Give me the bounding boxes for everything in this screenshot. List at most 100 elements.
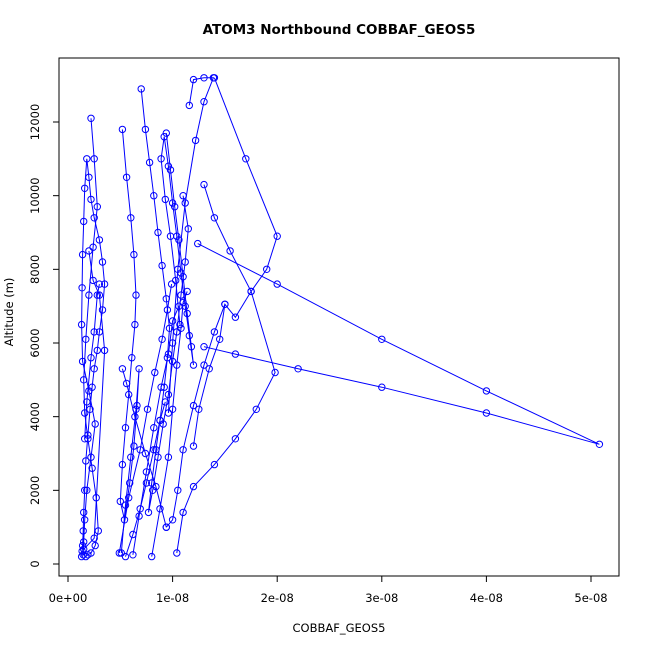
data-point: [141, 125, 150, 134]
data-point: [87, 195, 95, 204]
data-point: [158, 261, 166, 270]
x-axis: 0e+00 1e-08 2e-08 3e-08 4e-08 5e-08: [49, 575, 608, 605]
data-point: [152, 482, 160, 491]
data-point: [179, 298, 187, 307]
data-point: [91, 541, 99, 550]
data-point: [78, 357, 87, 366]
y-tick-label: 0: [28, 560, 42, 567]
data-point: [136, 446, 144, 454]
data-point: [79, 527, 87, 535]
data-point: [151, 368, 159, 377]
data-point: [122, 173, 131, 182]
data-point: [82, 552, 90, 561]
y-tick-label: 8000: [28, 255, 42, 284]
series-4: [157, 129, 198, 369]
data-point: [173, 549, 181, 557]
y-axis: 0 2000 4000 6000 8000 10000 12000: [28, 104, 60, 568]
data-point: [273, 280, 281, 288]
data-point: [80, 545, 88, 553]
data-point: [189, 75, 198, 84]
data-point: [226, 247, 234, 255]
data-point: [184, 225, 193, 233]
x-tick-label: 2e-08: [261, 591, 294, 605]
data-point: [179, 273, 187, 281]
data-point: [247, 287, 255, 296]
data-point: [137, 85, 145, 93]
data-point: [141, 449, 150, 458]
data-point: [174, 265, 182, 273]
data-point: [85, 173, 93, 182]
data-point: [164, 390, 173, 399]
data-point: [142, 479, 151, 487]
series-line: [125, 401, 166, 557]
data-point: [152, 446, 160, 454]
data-point: [595, 440, 604, 448]
data-point: [83, 398, 91, 406]
data-point: [126, 479, 134, 487]
series-line: [118, 284, 173, 554]
data-point: [143, 405, 152, 413]
data-point: [160, 133, 168, 141]
data-point: [127, 214, 135, 222]
x-tick-label: 5e-08: [574, 591, 607, 605]
data-point: [166, 166, 175, 174]
data-point: [156, 505, 164, 513]
data-point: [168, 516, 177, 524]
data-point: [195, 405, 203, 413]
y-axis-label: Altitude (m): [2, 278, 16, 347]
data-point: [185, 101, 194, 110]
x-tick-label: 4e-08: [470, 591, 503, 605]
data-point: [168, 199, 177, 207]
data-point: [118, 460, 127, 469]
y-tick-label: 2000: [28, 476, 42, 505]
data-point: [83, 155, 91, 163]
data-point: [221, 300, 229, 308]
series-line: [151, 291, 188, 557]
data-point: [130, 250, 138, 259]
series-line: [165, 304, 226, 528]
data-point: [157, 155, 165, 163]
data-point: [176, 320, 184, 329]
data-point: [164, 453, 173, 461]
data-point: [174, 486, 182, 494]
data-point: [81, 409, 89, 417]
y-tick-label: 12000: [28, 104, 42, 141]
data-point: [131, 320, 139, 329]
y-tick-label: 4000: [28, 402, 42, 431]
data-point: [125, 494, 133, 502]
x-tick-label: 3e-08: [365, 591, 398, 605]
data-point: [482, 409, 491, 417]
series-8: [194, 239, 604, 448]
data-point: [132, 291, 140, 299]
data-point: [200, 180, 208, 189]
data-point: [210, 214, 219, 222]
data-point: [80, 376, 88, 384]
series-line: [84, 284, 100, 439]
data-point: [135, 365, 143, 373]
data-point: [78, 547, 86, 555]
data-point: [168, 317, 177, 325]
data-point: [90, 534, 98, 542]
data-point: [85, 291, 93, 299]
data-point: [164, 409, 173, 417]
data-point: [150, 424, 158, 432]
data-point: [200, 343, 208, 351]
data-point: [136, 505, 144, 513]
series-7: [173, 180, 279, 557]
data-point: [78, 541, 87, 550]
data-point: [78, 250, 87, 259]
data-point: [133, 401, 141, 410]
x-tick-label: 1e-08: [156, 591, 189, 605]
data-point: [157, 383, 165, 391]
data-point: [81, 516, 89, 524]
data-point: [210, 74, 219, 82]
data-point: [95, 280, 104, 288]
data-point: [150, 192, 158, 200]
data-point: [168, 357, 177, 366]
data-point: [129, 551, 137, 559]
data-point: [93, 291, 102, 299]
data-point: [118, 125, 127, 134]
data-point: [82, 457, 90, 465]
data-point: [89, 276, 97, 285]
chart-title: ATOM3 Northbound COBBAF_GEOS5: [203, 22, 476, 38]
